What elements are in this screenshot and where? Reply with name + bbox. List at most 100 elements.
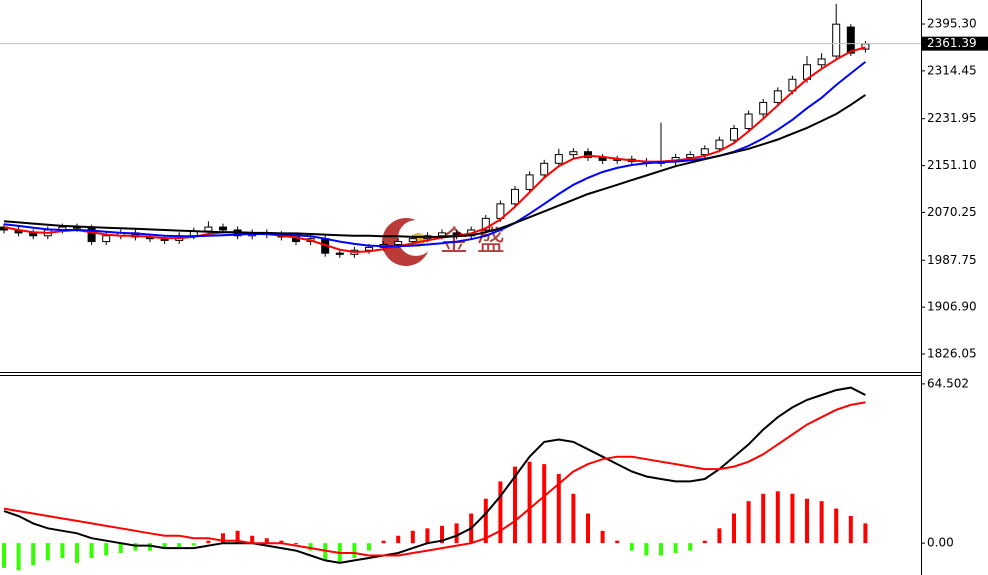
- histogram-bar: [104, 543, 109, 556]
- candle-body: [832, 23, 841, 57]
- histogram-bar: [206, 540, 211, 544]
- y-tick-label: 1826.05: [927, 347, 977, 361]
- histogram-bar: [746, 501, 751, 544]
- candle-body: [87, 227, 96, 243]
- last-price-box: [922, 36, 988, 51]
- candle-body: [730, 128, 738, 141]
- histogram-bar: [644, 543, 649, 556]
- histogram-bar: [45, 543, 50, 561]
- histogram-bar: [367, 543, 371, 551]
- histogram-bar: [410, 530, 415, 544]
- histogram-bar: [732, 513, 736, 544]
- candle-body: [700, 148, 709, 156]
- moving-average: [3, 46, 866, 254]
- histogram-bar: [790, 493, 795, 544]
- histogram-bar: [279, 540, 284, 544]
- candle-body: [846, 26, 855, 54]
- y-tick-label: 2151.10: [927, 158, 977, 172]
- histogram-bar: [629, 543, 634, 551]
- histogram-bar: [264, 538, 269, 544]
- histogram-bar: [425, 528, 430, 544]
- candle-body: [569, 151, 578, 156]
- candle-body: [481, 217, 490, 231]
- histogram-bar: [75, 543, 79, 563]
- histogram-bar: [235, 530, 240, 544]
- histogram-bar: [834, 508, 839, 544]
- histogram-bar: [118, 543, 123, 554]
- histogram-bar: [60, 543, 65, 558]
- candle-body: [540, 162, 549, 176]
- candle-body: [686, 154, 695, 159]
- histogram-bar: [250, 535, 255, 544]
- moving-average: [3, 61, 867, 248]
- last-price-label: 2361.39: [927, 36, 977, 50]
- histogram-bar: [761, 493, 766, 544]
- histogram-bar: [16, 543, 21, 571]
- histogram-bar: [688, 543, 693, 551]
- histogram-bar: [571, 493, 576, 544]
- histogram-bar: [556, 474, 561, 544]
- candle-body: [438, 232, 446, 237]
- histogram-bar: [381, 540, 386, 544]
- candle-body: [773, 90, 782, 103]
- histogram-bar: [600, 530, 605, 544]
- candle-body: [525, 174, 534, 190]
- y-tick-label: 2070.25: [927, 205, 977, 219]
- histogram-bar: [775, 491, 780, 544]
- histogram-bar: [89, 543, 94, 558]
- candle-body: [554, 154, 563, 164]
- histogram-bar: [483, 498, 488, 544]
- histogram-bar: [542, 464, 547, 544]
- histogram-bar: [396, 535, 401, 544]
- histogram-bar: [440, 525, 444, 544]
- macd-line: [3, 401, 866, 557]
- candle-body: [715, 139, 724, 150]
- candle-body: [759, 101, 768, 115]
- y-tick-label: 64.502: [927, 376, 969, 390]
- histogram-bar: [848, 515, 853, 544]
- candle-body: [365, 246, 373, 251]
- histogram-bar: [659, 543, 663, 556]
- histogram-bar: [863, 523, 868, 544]
- histogram-bar: [133, 543, 138, 551]
- candle-body: [102, 235, 111, 243]
- candle-body: [511, 188, 519, 205]
- histogram-bar: [717, 528, 722, 544]
- histogram-bar: [586, 513, 590, 544]
- candle-body: [219, 226, 227, 231]
- histogram-bar: [31, 543, 36, 566]
- histogram-bar: [527, 461, 532, 544]
- y-tick-label: 0.00: [927, 536, 954, 550]
- histogram-bar: [2, 543, 6, 568]
- histogram-bar: [323, 543, 328, 561]
- candle-body: [817, 58, 826, 66]
- macd-line: [3, 386, 866, 564]
- histogram-bar: [162, 543, 167, 549]
- candle-body: [408, 238, 417, 243]
- y-tick-label: 2231.95: [927, 111, 977, 125]
- y-tick-label: 2314.45: [927, 63, 977, 77]
- histogram-bar: [498, 481, 503, 544]
- histogram-bar: [819, 501, 824, 544]
- histogram-bar: [615, 540, 620, 544]
- y-tick-label: 1987.75: [927, 253, 977, 267]
- candle-body: [204, 226, 213, 232]
- candle-body: [584, 151, 592, 159]
- candle-body: [744, 113, 753, 130]
- y-tick-label: 1906.90: [927, 300, 977, 314]
- histogram-bar: [805, 498, 809, 544]
- candle-body: [335, 252, 344, 255]
- histogram-bar: [454, 523, 459, 544]
- histogram-bar: [673, 543, 678, 554]
- moving-average: [3, 94, 866, 238]
- histogram-bar: [221, 533, 225, 544]
- y-tick-label: 2395.30: [927, 17, 977, 31]
- histogram-bar: [702, 540, 707, 544]
- histogram-bar: [294, 543, 298, 545]
- histogram-bar: [513, 466, 517, 544]
- histogram-bar: [148, 543, 152, 551]
- watermark-logo: [382, 218, 434, 266]
- histogram-bar: [177, 543, 182, 549]
